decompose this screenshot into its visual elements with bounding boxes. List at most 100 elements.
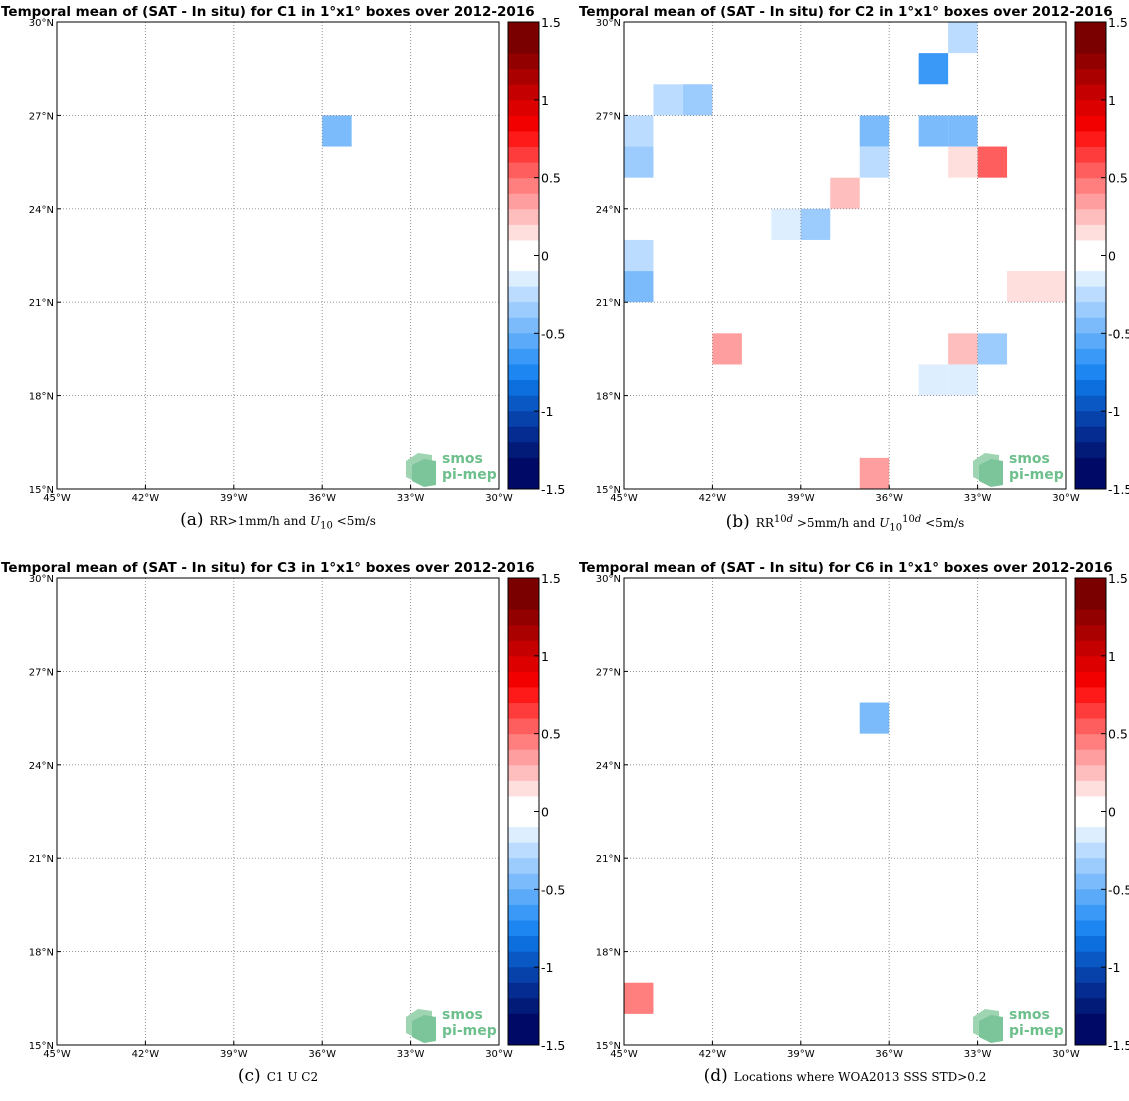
caption: (a) RR>1mm/h and U10 <5m/s: [48, 507, 508, 537]
x-tick-label: 42°W: [699, 1049, 727, 1060]
data-cell: [918, 364, 949, 396]
colorbar-swatch: [508, 936, 539, 953]
colorbar-swatch: [508, 967, 539, 984]
colorbar-swatch: [1075, 780, 1106, 797]
colorbar-swatch: [508, 146, 539, 163]
colorbar-swatch: [508, 302, 539, 319]
data-cell: [624, 115, 654, 147]
y-tick-label: 27°N: [596, 667, 621, 678]
chart-title: Temporal mean of (SAT - In situ) for C6 …: [579, 560, 1113, 576]
colorbar-swatch: [1075, 348, 1106, 365]
colorbar-swatch: [508, 686, 539, 704]
colorbar-swatch: [508, 53, 539, 70]
data-cells: [624, 22, 1066, 489]
colorbar-tick-label: 1.5: [541, 571, 561, 586]
colorbar-swatch: [508, 411, 539, 428]
colorbar-tick-label: 1: [1108, 93, 1116, 108]
caption: (d) Locations where WOA2013 SSS STD>0.2: [615, 1063, 1075, 1090]
colorbar-swatch: [1075, 193, 1106, 210]
y-tick-label: 18°N: [29, 948, 54, 959]
colorbar-swatch: [1075, 671, 1106, 688]
data-cells: [624, 702, 890, 1014]
colorbar-swatch: [1075, 473, 1106, 490]
colorbar-swatch: [508, 22, 539, 39]
colorbar-swatch: [508, 224, 539, 241]
colorbar-swatch: [1075, 873, 1106, 890]
colorbar-swatch: [508, 84, 539, 101]
colorbar-swatch: [508, 624, 539, 641]
caption-letter: (b): [725, 512, 750, 532]
logo-text-smos: smos: [1009, 1007, 1050, 1023]
colorbar-swatch: [1075, 749, 1106, 766]
colorbar-swatch: [1075, 733, 1106, 750]
chart-title: Temporal mean of (SAT - In situ) for C3 …: [1, 560, 535, 576]
colorbar-swatch: [1075, 624, 1106, 641]
colorbar-tick-label: -1: [541, 960, 553, 975]
colorbar-swatch: [508, 364, 539, 381]
caption-text: (d) Locations where WOA2013 SSS STD>0.2: [615, 1063, 1075, 1090]
logo-mark-front: [412, 459, 436, 487]
data-cell: [1007, 271, 1037, 303]
y-tick-label: 24°N: [29, 205, 54, 216]
logo-text-pimep: pi-mep: [1009, 1023, 1064, 1039]
caption: (c) C1 U C2: [48, 1063, 508, 1090]
y-tick-label: 15°N: [29, 1041, 54, 1052]
colorbar-swatch: [508, 858, 539, 875]
caption-text: (a) RR>1mm/h and U10 <5m/s: [48, 507, 508, 537]
colorbar-swatch: [508, 380, 539, 397]
colorbar-swatch: [1075, 982, 1106, 999]
logo-text-smos: smos: [442, 451, 483, 467]
data-cell: [948, 22, 978, 54]
panel-a: Temporal mean of (SAT - In situ) for C1 …: [1, 4, 565, 537]
colorbar-swatch: [508, 655, 539, 672]
x-tick-label: 30°W: [485, 493, 513, 504]
y-tick-label: 21°N: [596, 298, 621, 309]
colorbar-tick-label: -1: [541, 404, 553, 419]
y-tick-label: 15°N: [29, 485, 54, 496]
caption: (b) RR10d >5mm/h and U1010d <5m/s: [615, 507, 1075, 537]
data-cell: [653, 84, 683, 116]
colorbar: 1.5 1 0.5 0 -0.5 -1 -1.5: [1074, 15, 1129, 497]
colorbar-swatch: [1075, 53, 1106, 70]
grid: [624, 578, 1066, 1045]
colorbar-tick-label: -1.5: [1108, 1038, 1129, 1053]
data-cell: [859, 702, 890, 734]
colorbar-swatch: [508, 873, 539, 890]
colorbar-swatch: [508, 578, 539, 595]
colorbar-swatch: [508, 640, 539, 657]
colorbar-swatch: [1075, 208, 1106, 225]
colorbar-swatch: [508, 68, 539, 85]
caption-letter: (c): [237, 1066, 261, 1086]
colorbar-swatch: [1075, 578, 1106, 595]
plot-frame: [56, 21, 500, 490]
caption-text: (c) C1 U C2: [48, 1063, 508, 1090]
data-cell: [624, 982, 654, 1014]
caption-body: Locations where WOA2013 SSS STD>0.2: [733, 1070, 987, 1084]
colorbar-swatch: [1075, 239, 1106, 256]
colorbar-swatch: [508, 426, 539, 443]
data-cell: [948, 364, 978, 396]
colorbar-swatch: [1075, 130, 1106, 148]
chart-title: Temporal mean of (SAT - In situ) for C2 …: [579, 4, 1113, 20]
colorbar-swatch: [1075, 842, 1106, 859]
x-tick-label: 36°W: [308, 1049, 336, 1060]
colorbar-swatch: [508, 1029, 539, 1046]
logo-text-pimep: pi-mep: [442, 467, 497, 483]
colorbar-swatch: [1075, 22, 1106, 39]
colorbar-swatch: [1075, 811, 1106, 828]
caption-text: (b) RR10d >5mm/h and U1010d <5m/s: [615, 507, 1075, 537]
y-tick-label: 30°N: [29, 18, 54, 29]
x-tick-label: 36°W: [875, 1049, 903, 1060]
y-tick-label: 30°N: [29, 574, 54, 585]
x-tick-label: 33°W: [964, 1049, 992, 1060]
colorbar-tick-label: 0: [541, 805, 549, 820]
colorbar-tick-label: 1: [541, 649, 549, 664]
logo-text-pimep: pi-mep: [1009, 467, 1064, 483]
data-cell: [322, 115, 352, 147]
y-tick-label: 21°N: [596, 854, 621, 865]
x-tick-label: 39°W: [787, 493, 815, 504]
data-cell: [948, 115, 978, 147]
colorbar-swatch: [508, 718, 539, 735]
colorbar-swatch: [1075, 593, 1106, 610]
